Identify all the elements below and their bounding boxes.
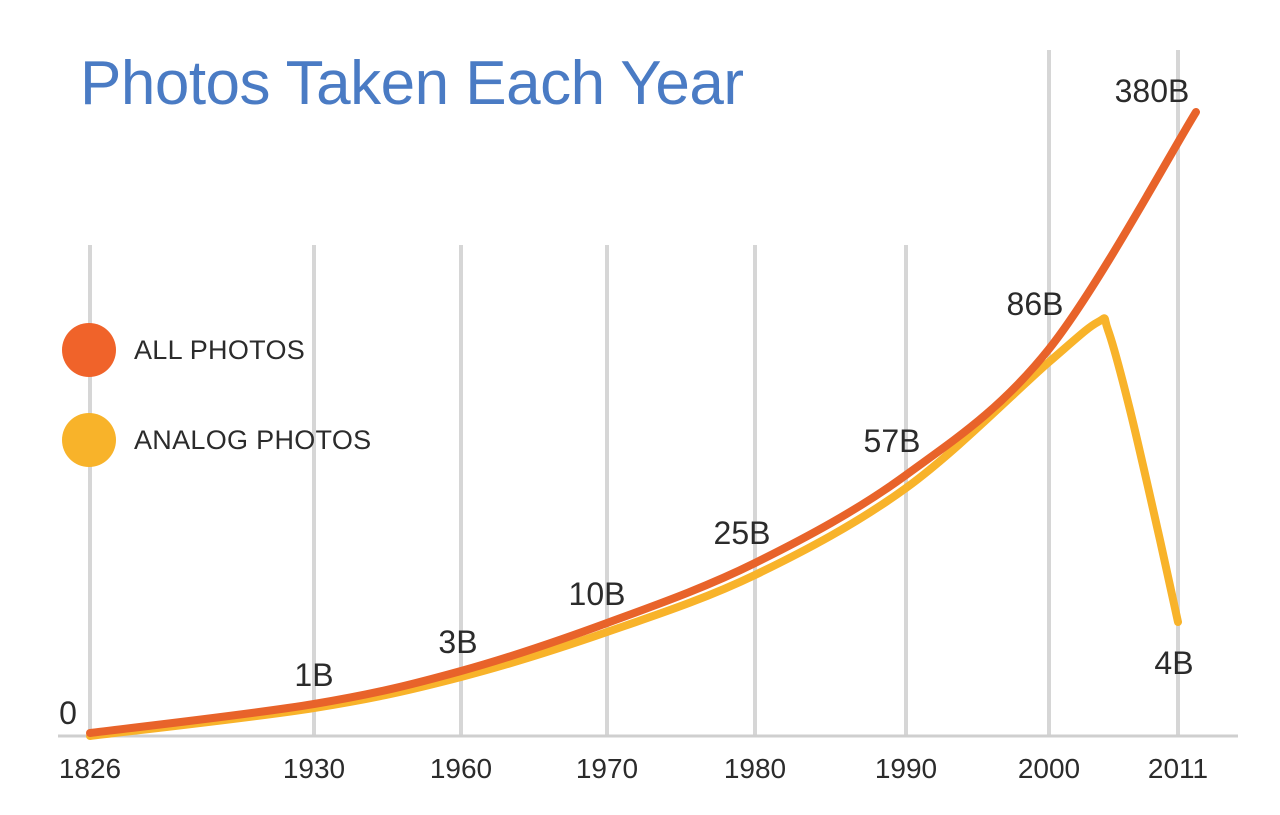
data-label-380b: 380B	[1115, 73, 1190, 109]
legend-item-all-photos: ALL PHOTOS	[62, 322, 371, 378]
x-tick-label-1826: 1826	[59, 753, 121, 784]
x-tick-label-1990: 1990	[875, 753, 937, 784]
data-label-0: 0	[59, 695, 77, 731]
x-tick-labels: 1826 1930 1960 1970 1980 1990 2000 2011	[59, 753, 1208, 784]
x-tick-label-2000: 2000	[1018, 753, 1080, 784]
series-layer	[86, 108, 1200, 740]
legend: ALL PHOTOS ANALOG PHOTOS	[62, 322, 371, 502]
data-label-1b: 1B	[294, 657, 333, 693]
data-label-86b: 86B	[1007, 286, 1064, 322]
chart-title: Photos Taken Each Year	[80, 49, 744, 118]
x-tick-label-1930: 1930	[283, 753, 345, 784]
series-line-all-photos	[86, 108, 1200, 737]
legend-swatch-analog-photos	[62, 413, 116, 467]
data-label-25b: 25B	[714, 515, 771, 551]
data-labels: 0 1B 3B 10B 25B 57B 86B 380B 4B	[59, 73, 1193, 731]
data-label-3b: 3B	[438, 624, 477, 660]
data-label-10b: 10B	[569, 576, 626, 612]
legend-swatch-all-photos	[62, 323, 116, 377]
series-line-analog-photos	[86, 314, 1182, 740]
legend-label-analog-photos: ANALOG PHOTOS	[134, 424, 372, 455]
legend-item-analog-photos: ANALOG PHOTOS	[62, 412, 371, 468]
data-label-4b: 4B	[1154, 645, 1193, 681]
x-tick-label-1970: 1970	[576, 753, 638, 784]
legend-label-all-photos: ALL PHOTOS	[134, 334, 306, 365]
data-label-57b: 57B	[864, 423, 921, 459]
x-tick-label-1960: 1960	[430, 753, 492, 784]
x-tick-label-1980: 1980	[724, 753, 786, 784]
x-tick-label-2011: 2011	[1148, 753, 1208, 784]
